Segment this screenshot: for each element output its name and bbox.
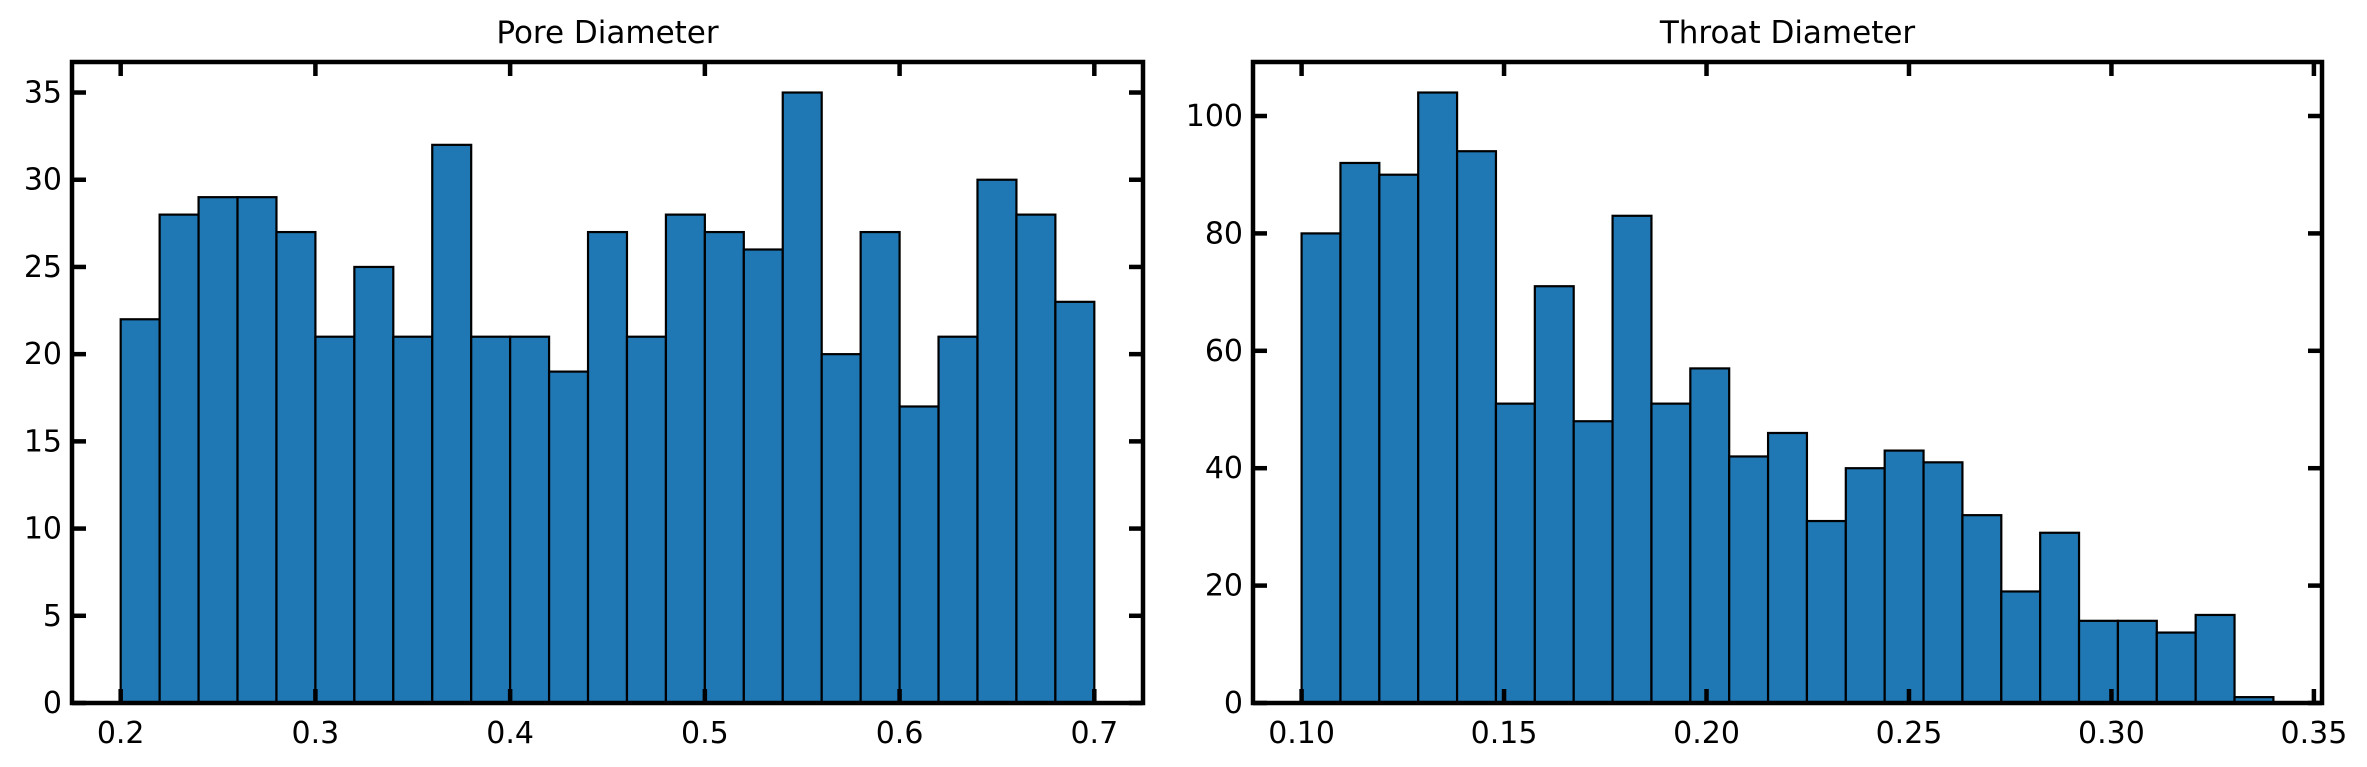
histogram-bar [937, 335, 979, 705]
histogram-bar [859, 230, 901, 705]
y-tick-label: 5 [43, 599, 62, 634]
y-tick-label: 15 [24, 424, 62, 459]
x-tick-label: 0.25 [1876, 716, 1943, 751]
histogram-bar [1766, 431, 1809, 705]
y-tick-label: 30 [24, 163, 62, 198]
histogram-bar [703, 230, 745, 705]
pore-diameter-histogram: 0.2 0.3 0.4 0.5 0.6 0.7 0 5 10 15 20 25 30 35 Pore Dia… [24, 15, 1146, 751]
histogram-bar [2194, 613, 2236, 705]
histogram-bar [547, 370, 590, 705]
y-tick-label: 10 [24, 512, 62, 547]
histogram-bar [1805, 519, 1847, 705]
y-tick-label: 60 [1205, 334, 1243, 369]
x-tick-label: 0.7 [1070, 716, 1118, 751]
histogram-bar [625, 335, 668, 705]
histogram-bar [431, 143, 473, 705]
x-tick-label: 0.6 [876, 716, 924, 751]
histogram-bar [509, 335, 551, 705]
histogram-bar [353, 265, 395, 705]
x-tick-label: 0.30 [2078, 716, 2145, 751]
axes-frame [69, 59, 1146, 706]
histogram-bar [392, 335, 434, 705]
histogram-bar [2155, 631, 2197, 705]
histogram-bar [1494, 402, 1536, 705]
histogram-bar [2000, 590, 2042, 705]
histogram-bar [1611, 214, 1653, 705]
histogram-bar [1300, 232, 1342, 705]
histogram-bar [1961, 514, 2003, 705]
histogram-bar [1883, 449, 1925, 705]
histogram-bar [470, 335, 512, 705]
histogram-bar [1650, 402, 1692, 705]
axes-frame [1250, 59, 2325, 706]
x-tick-label: 0.20 [1673, 716, 1740, 751]
histogram-bar [197, 196, 239, 705]
y-tick-label: 100 [1186, 99, 1243, 134]
histogram-bar [119, 318, 161, 705]
y-tick-label: 0 [1224, 686, 1243, 721]
histogram-bar [314, 335, 356, 705]
histogram-bar [820, 353, 862, 705]
histogram-bar [1533, 285, 1575, 705]
chart-title: Throat Diameter [1659, 15, 1916, 51]
histogram-bar [1572, 420, 1614, 705]
x-tick-label: 0.10 [1268, 716, 1335, 751]
y-tick-label: 40 [1205, 451, 1243, 486]
x-tick-label: 0.4 [486, 716, 534, 751]
histogram-bar [1455, 150, 1498, 705]
histogram-bar [1728, 455, 1770, 705]
histogram-bar [1339, 161, 1381, 705]
histogram-bar [1054, 300, 1096, 705]
throat-diameter-histogram: 0.10 0.15 0.20 0.25 0.30 0.35 0 20 40 60 80 100 Thro… [1186, 15, 2348, 751]
x-tick-label: 0.5 [681, 716, 729, 751]
x-tick-label: 0.2 [97, 716, 145, 751]
x-tick-label: 0.15 [1471, 716, 1538, 751]
histogram-bar [2116, 619, 2158, 705]
x-tick-label: 0.3 [292, 716, 340, 751]
histogram-bar [664, 213, 706, 705]
x-tick-label: 0.35 [2281, 716, 2348, 751]
y-tick-label: 20 [24, 337, 62, 372]
y-tick-label: 80 [1205, 216, 1243, 251]
y-tick-label: 0 [43, 686, 62, 721]
y-tick-label: 20 [1205, 569, 1243, 604]
y-tick-label: 25 [24, 250, 62, 285]
histogram-bar [898, 405, 940, 705]
histogram-bar [742, 248, 784, 705]
histogram-bar [158, 213, 200, 705]
histogram-bar [1015, 213, 1057, 705]
histogram-bar [586, 230, 629, 705]
histogram-bar [236, 196, 278, 705]
histogram-bar [1417, 91, 1459, 705]
histogram-bar [976, 178, 1018, 705]
histogram-bar [1844, 467, 1886, 705]
histogram-bar [275, 230, 317, 705]
histogram-bar [1689, 367, 1731, 705]
histogram-bar [1378, 173, 1420, 705]
chart-title: Pore Diameter [496, 15, 719, 51]
histogram-bar [2039, 531, 2081, 705]
y-tick-label: 35 [24, 76, 62, 111]
histogram-bar [1922, 461, 1964, 705]
histogram-bar [781, 91, 823, 705]
